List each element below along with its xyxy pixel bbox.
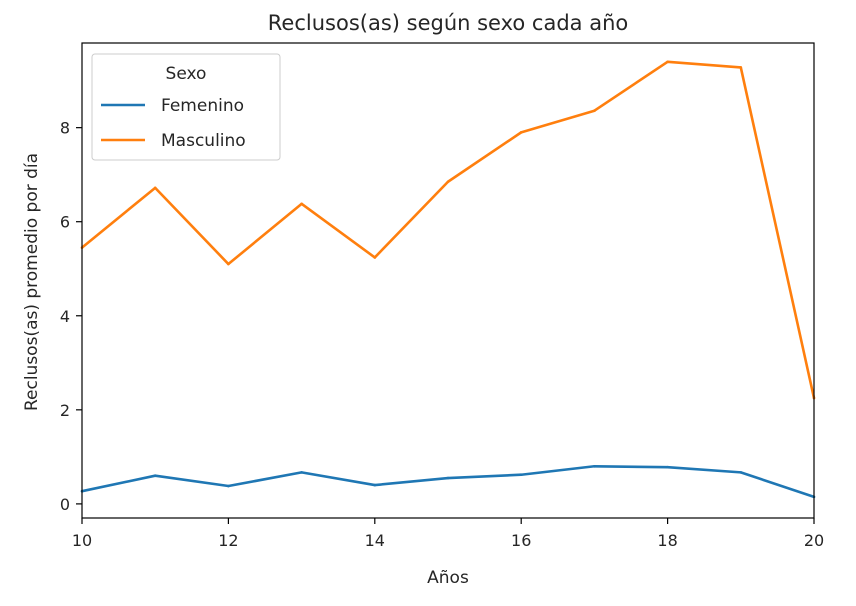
x-tick-label: 10 [72,531,92,550]
y-tick-label: 2 [60,401,70,420]
data-point-femenino [519,473,523,477]
x-tick-label: 20 [804,531,824,550]
data-point-masculino [153,186,157,190]
data-point-masculino [739,66,743,69]
data-point-femenino [153,474,157,477]
data-point-femenino [373,483,377,487]
data-point-masculino [300,202,303,206]
series-lines [80,60,816,499]
data-point-masculino [373,256,377,259]
legend-title: Sexo [166,64,207,84]
data-point-femenino [446,476,450,480]
legend-label-masculino: Masculino [161,131,246,151]
data-point-femenino [666,465,669,469]
data-point-masculino [666,60,669,64]
legend-box [91,53,281,161]
data-point-masculino [593,109,596,113]
legend: Sexo Femenino Masculino [91,53,281,161]
y-tick-label: 0 [60,495,70,514]
data-point-masculino [227,262,230,266]
y-tick-label: 8 [60,119,70,138]
data-point-femenino [227,484,230,488]
data-point-femenino [739,471,743,474]
x-axis-label: Años [427,568,469,588]
data-point-femenino [593,464,596,468]
y-axis-label: Reclusos(as) promedio por día [22,153,42,411]
data-point-femenino [300,471,303,474]
chart-title: Reclusos(as) según sexo cada año [268,11,628,35]
legend-entries: Femenino Masculino [101,96,246,151]
x-tick-label: 14 [365,531,385,550]
data-point-masculino [519,131,523,134]
x-tick-label: 16 [511,531,531,550]
data-point-masculino [446,180,450,184]
x-tick-label: 12 [218,531,238,550]
y-tick-label: 4 [60,307,70,326]
y-tick-label: 6 [60,213,70,232]
legend-label-femenino: Femenino [161,96,244,116]
x-tick-label: 18 [657,531,677,550]
axis-ticks: 10 12 14 16 18 20 0 2 4 6 8 [60,119,824,550]
plot-frame [81,42,815,519]
